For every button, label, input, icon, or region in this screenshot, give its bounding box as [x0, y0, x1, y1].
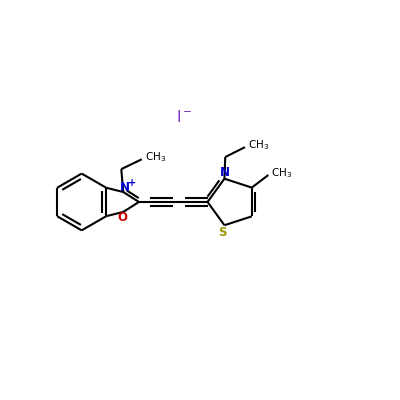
Text: CH$_3$: CH$_3$ [145, 150, 166, 164]
Text: +: + [128, 178, 136, 188]
Text: N: N [220, 166, 230, 179]
Text: N: N [120, 181, 130, 194]
Text: CH$_3$: CH$_3$ [248, 138, 269, 152]
Text: S: S [218, 226, 227, 239]
Text: O: O [118, 211, 128, 224]
Text: CH$_3$: CH$_3$ [271, 166, 292, 180]
Text: I$^-$: I$^-$ [176, 109, 192, 125]
